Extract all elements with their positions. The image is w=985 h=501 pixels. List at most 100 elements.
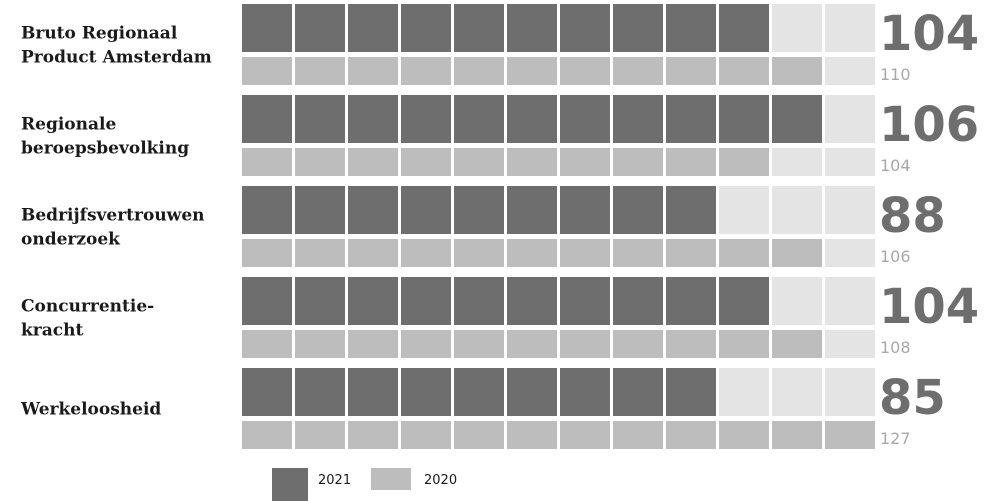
bar-block-2020 <box>295 239 345 267</box>
bar-block-2020 <box>507 239 557 267</box>
data-label-2020: 106 <box>880 247 911 266</box>
bar-block-2020 <box>242 330 292 358</box>
bar-block-empty <box>825 239 875 267</box>
bar-block-2020 <box>507 330 557 358</box>
chart-row: Regionale beroepsbevolking 106 104 <box>21 95 979 176</box>
bar-block-empty <box>772 186 822 234</box>
bar-block-2021 <box>719 4 769 52</box>
bar-block-2021 <box>295 4 345 52</box>
row-label: Product Amsterdam <box>21 48 212 68</box>
bar-block-2021 <box>560 186 610 234</box>
bar-block-2020 <box>348 239 398 267</box>
bar-block-2021 <box>560 368 610 416</box>
bar-block-2020 <box>825 421 875 449</box>
bar-block-2021 <box>507 277 557 325</box>
bar-block-2021 <box>613 186 663 234</box>
bar-block-2021 <box>348 4 398 52</box>
data-label-2021: 88 <box>879 188 946 244</box>
bar-block-2020 <box>454 330 504 358</box>
bar-block-2020 <box>772 330 822 358</box>
bar-block-2020 <box>560 57 610 85</box>
row-label: beroepsbevolking <box>21 139 189 159</box>
data-label-2020: 110 <box>880 65 911 84</box>
chart-rows: Bruto Regionaal Product Amsterdam 104 110 Re… <box>20 4 979 449</box>
data-label-2021: 85 <box>879 370 946 426</box>
bar-block-2020 <box>401 239 451 267</box>
bar-block-2020 <box>401 148 451 176</box>
bar-block-2021 <box>242 186 292 234</box>
bar-block-2020 <box>454 57 504 85</box>
bar-block-2020 <box>772 239 822 267</box>
bar-block-2021 <box>560 277 610 325</box>
bar-block-2020 <box>666 57 716 85</box>
bar-block-2020 <box>772 57 822 85</box>
row-label: Regionale <box>21 115 116 135</box>
bar-block-2021 <box>401 277 451 325</box>
bar-block-empty <box>772 368 822 416</box>
bar-block-2020 <box>401 421 451 449</box>
bar-block-empty <box>825 148 875 176</box>
bar-block-2021 <box>401 368 451 416</box>
bar-block-empty <box>772 4 822 52</box>
bar-block-2021 <box>348 277 398 325</box>
chart-row: Bedrijfsvertrouwen onderzoek 88 106 <box>21 186 946 267</box>
bar-block-empty <box>825 277 875 325</box>
bar-block-2021 <box>348 95 398 143</box>
bar-block-empty <box>825 57 875 85</box>
chart-row: Bruto Regionaal Product Amsterdam 104 110 <box>21 4 979 85</box>
data-label-2021: 104 <box>879 279 979 335</box>
bar-block-2020 <box>242 148 292 176</box>
data-label-2021: 106 <box>879 97 979 153</box>
bar-block-2021 <box>507 4 557 52</box>
bar-block-2020 <box>295 330 345 358</box>
bar-block-empty <box>772 277 822 325</box>
bar-block-2021 <box>242 95 292 143</box>
bar-block-2021 <box>666 95 716 143</box>
bar-block-2020 <box>454 148 504 176</box>
bar-block-2020 <box>507 148 557 176</box>
bar-block-2021 <box>560 4 610 52</box>
bar-block-empty <box>825 368 875 416</box>
bar-block-2021 <box>507 186 557 234</box>
bar-block-2021 <box>666 4 716 52</box>
bar-block-2020 <box>666 239 716 267</box>
bar-block-2021 <box>295 186 345 234</box>
bar-block-2021 <box>666 368 716 416</box>
bar-block-2020 <box>560 148 610 176</box>
bar-block-2021 <box>507 368 557 416</box>
data-label-2020: 127 <box>880 429 911 448</box>
bar-block-2021 <box>613 95 663 143</box>
bar-block-2020 <box>719 57 769 85</box>
row-label: Bruto Regionaal <box>21 24 178 44</box>
bar-block-2020 <box>401 330 451 358</box>
bar-block-2020 <box>348 330 398 358</box>
bar-block-2020 <box>613 148 663 176</box>
data-label-2021: 104 <box>879 6 979 62</box>
bar-block-2020 <box>772 421 822 449</box>
bar-block-empty <box>825 186 875 234</box>
bar-block-2020 <box>666 330 716 358</box>
bar-block-2020 <box>719 421 769 449</box>
bar-block-2021 <box>401 95 451 143</box>
bar-block-empty <box>772 148 822 176</box>
bar-block-empty <box>825 330 875 358</box>
bar-block-2021 <box>772 95 822 143</box>
bar-block-2020 <box>295 421 345 449</box>
bar-block-2021 <box>295 95 345 143</box>
bar-block-2021 <box>401 4 451 52</box>
bar-block-2020 <box>295 57 345 85</box>
bar-block-empty <box>719 186 769 234</box>
bar-block-2021 <box>242 4 292 52</box>
legend-swatch-2020 <box>371 468 411 490</box>
bar-block-2020 <box>348 421 398 449</box>
bar-block-2021 <box>295 368 345 416</box>
bar-block-2021 <box>401 186 451 234</box>
bar-block-2021 <box>242 277 292 325</box>
bar-block-2021 <box>666 277 716 325</box>
bar-block-2020 <box>560 239 610 267</box>
bar-block-2021 <box>454 368 504 416</box>
row-label: Concurrentie- <box>21 297 154 317</box>
bar-block-2021 <box>719 277 769 325</box>
legend: 2021 2020 <box>272 468 457 501</box>
